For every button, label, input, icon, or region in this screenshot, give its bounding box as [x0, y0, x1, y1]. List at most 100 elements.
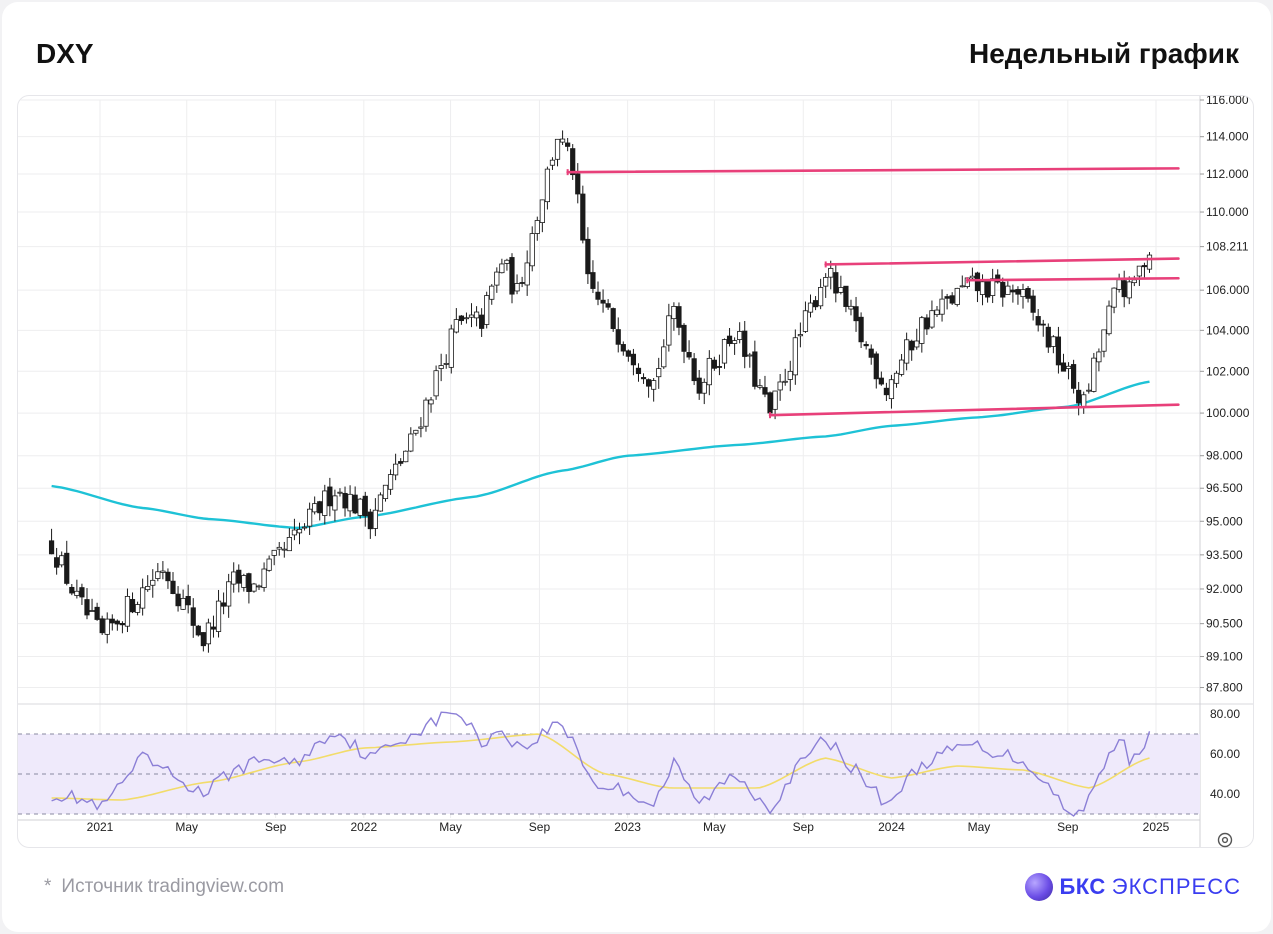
price-chart[interactable]: 116.000 114.000 112.000 110.000 108.211 106.0…: [18, 96, 1254, 848]
price-tick-label: 89.100: [1206, 650, 1243, 664]
candle: [84, 588, 90, 620]
candle: [514, 274, 520, 295]
candle: [580, 185, 586, 244]
candle: [423, 397, 429, 432]
rsi-line: [51, 711, 1151, 817]
price-tick-label: 98.000: [1206, 449, 1243, 463]
candle: [630, 348, 637, 376]
candle: [1141, 262, 1148, 279]
candle: [195, 624, 201, 637]
candle: [413, 429, 419, 436]
candle: [489, 284, 495, 305]
candle: [342, 486, 348, 517]
candle: [367, 508, 373, 539]
time-tick-label: Sep: [1057, 820, 1079, 834]
chart-settings-icon[interactable]: [1215, 830, 1235, 850]
candle: [858, 312, 864, 348]
time-tick-label: 2024: [878, 820, 905, 834]
candle: [737, 322, 743, 344]
time-tick-label: 2025: [1143, 820, 1170, 834]
candle: [109, 614, 115, 631]
candle: [519, 276, 525, 288]
candle: [99, 615, 105, 635]
candle: [484, 291, 490, 329]
candle: [934, 305, 940, 317]
candle: [559, 130, 566, 145]
candle: [317, 500, 323, 521]
candle: [509, 253, 515, 304]
candle: [600, 289, 606, 313]
candle: [458, 315, 464, 325]
candle: [838, 275, 844, 295]
candle: [919, 315, 925, 353]
candle: [595, 281, 601, 306]
price-tick-label: 102.000: [1206, 364, 1250, 378]
candle: [468, 303, 475, 328]
candle: [909, 339, 915, 361]
price-tick-label: 92.000: [1206, 582, 1243, 596]
candle: [180, 589, 186, 610]
candle: [995, 269, 1001, 284]
candle: [286, 528, 292, 552]
candle: [433, 365, 439, 400]
candle: [1010, 284, 1016, 303]
candle: [165, 568, 171, 589]
candle: [1030, 289, 1036, 321]
time-tick-label: May: [968, 820, 991, 834]
candle: [570, 144, 576, 180]
candle: [1035, 309, 1041, 332]
candle: [939, 289, 945, 322]
candle: [853, 296, 859, 332]
candle: [200, 632, 206, 652]
candle: [357, 497, 363, 519]
candle: [463, 312, 470, 324]
candle: [387, 469, 394, 495]
candle: [1146, 252, 1153, 273]
candle: [565, 137, 571, 152]
candle: [792, 329, 798, 385]
level-line[interactable]: [768, 403, 1180, 417]
grid: [18, 99, 1200, 818]
candle: [362, 491, 368, 527]
brand-sub: ЭКСПРЕСС: [1111, 874, 1241, 899]
chart-frame[interactable]: 116.000 114.000 112.000 110.000 108.211 106.0…: [17, 95, 1254, 848]
candle: [686, 340, 692, 360]
candle: [408, 427, 414, 453]
candle: [398, 458, 404, 467]
candle: [807, 294, 814, 318]
candle: [590, 260, 596, 294]
candle: [190, 598, 196, 638]
level-line[interactable]: [824, 257, 1180, 266]
candle: [79, 583, 85, 605]
candle: [322, 484, 328, 525]
candle: [377, 492, 384, 512]
candle: [878, 371, 884, 386]
candle: [271, 549, 277, 566]
candle: [671, 302, 677, 331]
candle: [236, 564, 242, 593]
candle: [231, 562, 237, 593]
candle: [666, 303, 672, 352]
candle: [990, 268, 996, 304]
candle: [651, 378, 657, 402]
candle: [797, 322, 803, 348]
level-line[interactable]: [966, 276, 1180, 282]
brand-logo: БКС ЭКСПРЕСС: [1025, 870, 1241, 904]
candle: [812, 296, 819, 311]
candle: [327, 477, 333, 517]
candle: [393, 453, 399, 481]
candle: [716, 354, 723, 376]
candle: [1015, 286, 1021, 305]
candle: [1081, 391, 1087, 414]
candle: [868, 344, 874, 365]
candle: [696, 370, 702, 400]
time-tick-label: May: [439, 820, 462, 834]
candle: [711, 356, 717, 371]
candles: [48, 130, 1153, 653]
time-tick-label: May: [175, 820, 198, 834]
source-text: Источник tradingview.com: [61, 876, 285, 897]
level-line[interactable]: [566, 167, 1180, 174]
price-tick-label: 108.211: [1206, 240, 1249, 254]
candle: [949, 292, 955, 305]
candle: [959, 275, 965, 288]
